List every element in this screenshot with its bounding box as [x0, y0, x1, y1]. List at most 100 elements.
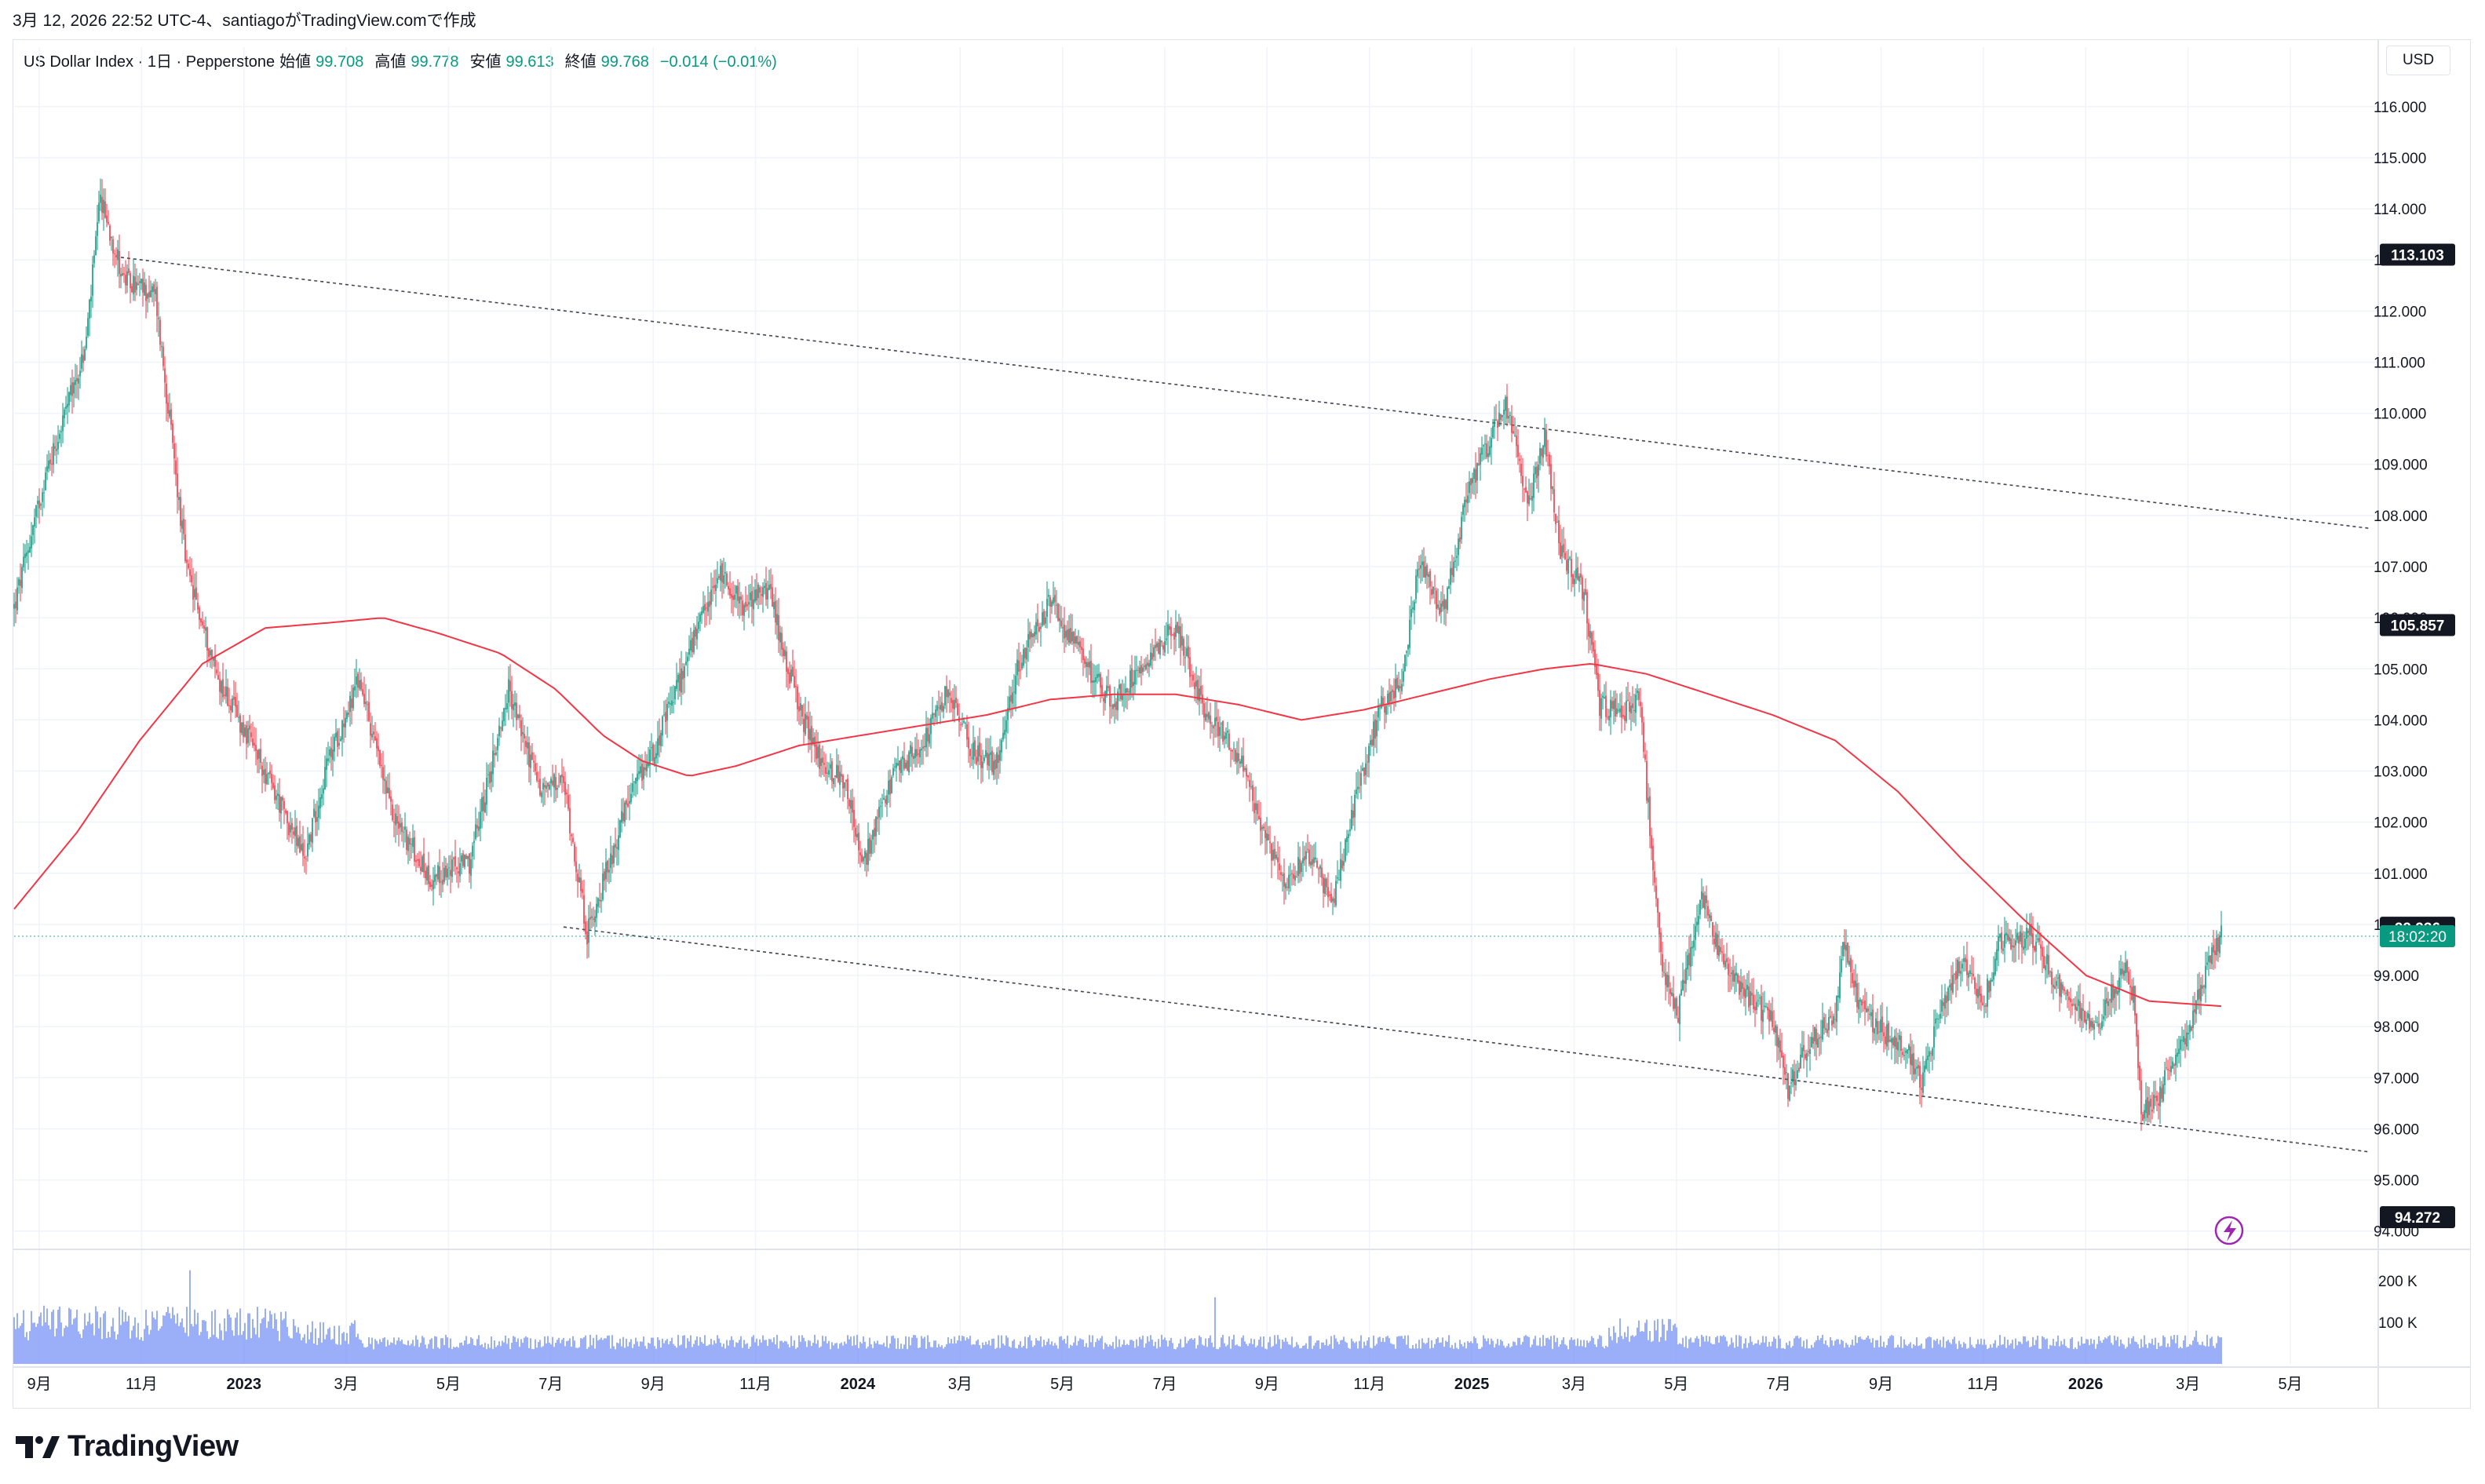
- candle: [1272, 841, 1274, 862]
- volume-bar: [1404, 1335, 1406, 1364]
- tradingview-logo[interactable]: TradingView: [16, 1430, 239, 1464]
- volume-bar: [1299, 1348, 1301, 1364]
- candle: [1560, 524, 1561, 560]
- volume-bar: [913, 1335, 914, 1364]
- volume-bar: [644, 1346, 646, 1364]
- candle: [1269, 826, 1271, 854]
- candle: [475, 807, 476, 841]
- volume-bar: [715, 1343, 717, 1364]
- candle: [304, 839, 305, 873]
- volume-bar: [1699, 1346, 1701, 1364]
- candle: [1388, 678, 1390, 707]
- trend-line[interactable]: [563, 926, 2370, 1153]
- symbol-name[interactable]: US Dollar Index · 1日 · Pepperstone: [24, 53, 276, 71]
- volume-bar: [779, 1340, 781, 1364]
- candle: [1582, 574, 1583, 611]
- candle: [2056, 974, 2057, 994]
- lightning-icon[interactable]: [2214, 1216, 2244, 1245]
- volume-bar: [1505, 1347, 1506, 1364]
- candle: [191, 558, 192, 587]
- candle: [1483, 444, 1484, 461]
- candle: [907, 754, 908, 771]
- volume-bar: [2115, 1340, 2117, 1364]
- volume-bar: [440, 1338, 442, 1364]
- volume-bar: [302, 1337, 304, 1364]
- volume-bar: [801, 1335, 803, 1364]
- candle: [759, 585, 761, 605]
- volume-bar: [1831, 1340, 1833, 1364]
- candle: [1985, 1003, 1987, 1014]
- volume-bar: [1073, 1342, 1075, 1364]
- y-tick-label: 99.000: [2374, 968, 2419, 985]
- candle: [1120, 683, 1122, 702]
- candle: [1820, 1019, 1822, 1055]
- volume-bar: [790, 1336, 792, 1364]
- volume-bar: [1528, 1336, 1530, 1364]
- currency-button[interactable]: USD: [2386, 46, 2450, 75]
- volume-bar: [1877, 1340, 1878, 1364]
- volume-bar: [2111, 1343, 2112, 1364]
- volume-bar: [2101, 1343, 2103, 1364]
- candle: [173, 436, 175, 475]
- candle: [354, 668, 356, 698]
- volume-bar: [524, 1337, 525, 1364]
- volume-bar: [1602, 1346, 1604, 1364]
- volume-bar: [1233, 1334, 1235, 1364]
- volume-bar: [206, 1331, 208, 1364]
- volume-bar: [1737, 1346, 1739, 1364]
- volume-bar: [525, 1336, 527, 1364]
- volume-bar: [1067, 1335, 1068, 1364]
- trend-line[interactable]: [120, 257, 2370, 529]
- candle: [1933, 1009, 1935, 1060]
- volume-bar: [1669, 1318, 1671, 1364]
- volume-bar: [351, 1322, 352, 1364]
- volume-bar: [1853, 1345, 1855, 1364]
- candle: [2096, 1016, 2098, 1027]
- volume-bar: [637, 1341, 638, 1364]
- candle: [1790, 1067, 1792, 1095]
- volume-bar: [1798, 1338, 1800, 1364]
- candle: [765, 567, 767, 607]
- candle: [158, 301, 159, 337]
- candle: [1732, 954, 1734, 987]
- volume-bar: [1961, 1347, 1963, 1364]
- candle: [1577, 556, 1578, 582]
- candle: [205, 616, 206, 647]
- volume-bar: [20, 1325, 21, 1364]
- volume-bar: [1415, 1344, 1417, 1364]
- candle: [1786, 1063, 1787, 1090]
- volume-bar: [615, 1349, 616, 1364]
- candle: [31, 522, 32, 557]
- volume-bar: [1742, 1348, 1743, 1364]
- volume-bar: [1531, 1344, 1533, 1364]
- volume-bar: [1627, 1326, 1629, 1364]
- candle: [1305, 842, 1307, 873]
- volume-bar: [987, 1344, 988, 1364]
- volume-bar: [530, 1338, 531, 1364]
- candle: [972, 725, 974, 769]
- volume-bar: [462, 1345, 464, 1364]
- candle: [1715, 921, 1717, 950]
- volume-bar: [505, 1335, 506, 1364]
- volume-bar: [578, 1347, 580, 1364]
- candle: [1079, 636, 1081, 654]
- volume-bar: [401, 1339, 403, 1364]
- volume-bar: [1348, 1347, 1349, 1364]
- candle: [1883, 1022, 1885, 1053]
- candle: [122, 263, 123, 276]
- volume-bar: [1111, 1345, 1112, 1364]
- candle: [1919, 1061, 1921, 1105]
- volume-bar: [365, 1347, 367, 1364]
- candle: [918, 739, 919, 764]
- candle: [767, 580, 768, 609]
- candle: [1643, 716, 1644, 759]
- volume-bar: [2214, 1347, 2216, 1364]
- volume-bar: [1545, 1338, 1547, 1364]
- candle: [1527, 490, 1528, 522]
- candle: [560, 775, 561, 786]
- candle: [1440, 591, 1442, 624]
- volume-bar: [1031, 1340, 1032, 1364]
- candle: [1756, 989, 1757, 1015]
- volume-bar: [591, 1345, 593, 1364]
